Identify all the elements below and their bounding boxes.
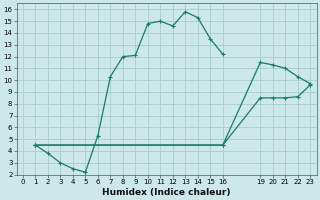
X-axis label: Humidex (Indice chaleur): Humidex (Indice chaleur) xyxy=(102,188,231,197)
